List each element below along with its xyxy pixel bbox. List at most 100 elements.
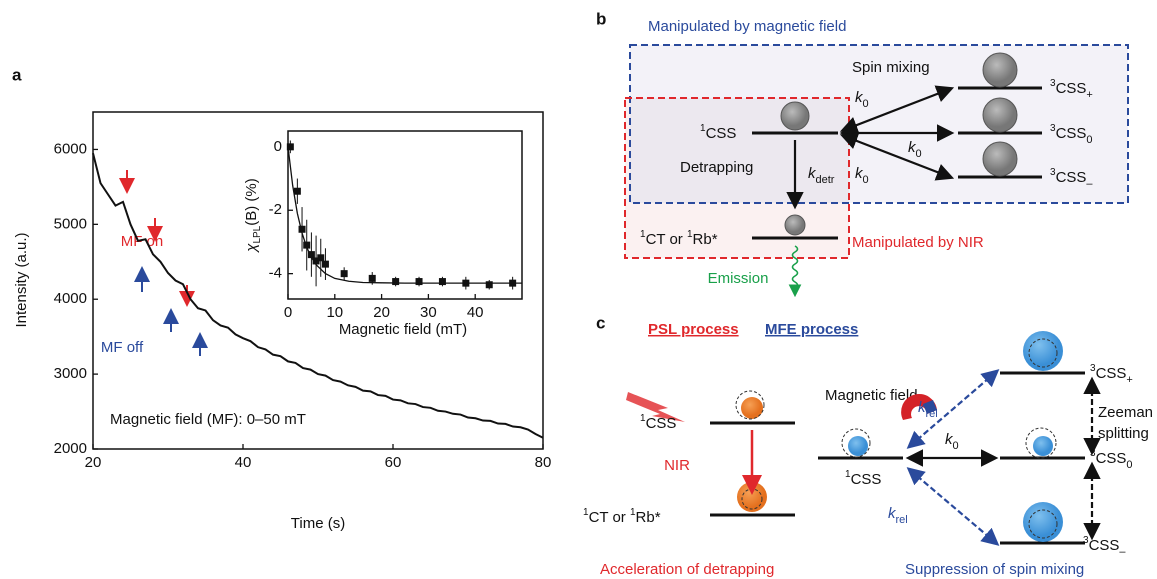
data-point xyxy=(298,225,306,233)
label: Detrapping xyxy=(680,159,753,176)
state-label: kdetr xyxy=(808,165,835,186)
label-part: detr xyxy=(816,174,835,186)
inset-y-axis-label: χLPL(B) (%) xyxy=(243,178,263,254)
label-part: rel xyxy=(896,514,908,526)
y-tick-label: 4000 xyxy=(54,290,87,307)
data-point xyxy=(321,260,329,268)
label-part: Rb* xyxy=(693,231,718,248)
data-line xyxy=(92,152,544,439)
label: NIR xyxy=(664,457,690,474)
nir-bolt xyxy=(626,392,685,422)
label-part: CSS xyxy=(1056,169,1087,186)
inset-background xyxy=(288,131,522,299)
label-part: k xyxy=(918,399,927,416)
label-part: CT or xyxy=(589,509,630,526)
label-part: – xyxy=(1119,546,1126,558)
label-part: 3 xyxy=(1050,123,1056,134)
axes-frame xyxy=(92,111,544,450)
label-part: 3 xyxy=(1090,363,1096,374)
state-label: k0 xyxy=(908,139,922,160)
x-tick-label: 0 xyxy=(284,304,292,321)
label-part: 1 xyxy=(640,413,646,424)
state-label: 1CSS xyxy=(700,123,736,142)
label-part: CSS xyxy=(1096,365,1127,382)
fit-line xyxy=(287,146,522,284)
data-point xyxy=(293,187,301,195)
label-part: k xyxy=(855,165,864,182)
label: Emission xyxy=(708,270,769,287)
box-title: Manipulated by magnetic field xyxy=(648,18,846,35)
label-part: 1 xyxy=(687,229,693,240)
state-label: 1CT or 1Rb* xyxy=(583,507,661,526)
y-tick-label: -2 xyxy=(269,201,282,218)
state-label: 1CT or 1Rb* xyxy=(640,229,718,248)
y-axis-label: Intensity (a.u.) xyxy=(13,232,30,327)
state-label: 3CSS+ xyxy=(1050,78,1093,101)
label-part: k xyxy=(908,139,917,156)
label-part: k xyxy=(945,431,954,448)
label: Magnetic field xyxy=(825,387,918,404)
x-tick-label: 20 xyxy=(85,454,102,471)
x-tick-label: 10 xyxy=(326,304,343,321)
data-point xyxy=(340,270,348,278)
overlap-region xyxy=(630,98,849,203)
panel-label: c xyxy=(596,313,605,332)
x-tick-label: 40 xyxy=(467,304,484,321)
label-part: 1 xyxy=(630,507,636,518)
box-title: Manipulated by NIR xyxy=(852,234,984,251)
label-part: rel xyxy=(926,408,938,420)
panel-label: a xyxy=(12,65,22,84)
label-part: + xyxy=(1086,89,1092,101)
x-tick-label: 80 xyxy=(535,454,552,471)
label-part: 3 xyxy=(1083,535,1089,546)
state-label: 3CSS– xyxy=(1050,167,1093,190)
state-label: 3CSS0 xyxy=(1090,448,1133,471)
states xyxy=(780,52,1018,236)
state-label: 3CSS0 xyxy=(1050,123,1093,146)
label-part: 3 xyxy=(1050,78,1056,89)
panel-b: Manipulated by magnetic field Manipulate… xyxy=(624,18,1129,298)
label-part: 0 xyxy=(863,174,869,186)
x-tick-label: 20 xyxy=(373,304,390,321)
state-label: krel xyxy=(888,505,908,526)
label-part: CSS xyxy=(646,415,677,432)
label-part: 0 xyxy=(953,440,959,452)
label-part: CT or xyxy=(646,231,687,248)
y-tick-label: 3000 xyxy=(54,365,87,382)
section-title: PSL process xyxy=(648,321,739,338)
x-tick-label: 30 xyxy=(420,304,437,321)
label-part: – xyxy=(1086,178,1093,190)
label-part: 3 xyxy=(1050,167,1056,178)
label-part: 1 xyxy=(845,469,851,480)
arrows xyxy=(905,369,1101,546)
label: splitting xyxy=(1098,425,1149,442)
data-point xyxy=(286,143,294,151)
label-part: CSS xyxy=(1096,450,1127,467)
state-label: 1CSS xyxy=(640,413,676,432)
panel-c: PSL process MFE process NIR Magnetic fie… xyxy=(600,321,1153,578)
label-part: CSS xyxy=(1089,537,1120,554)
label-part: 1 xyxy=(640,229,646,240)
section-title: MFE process xyxy=(765,321,858,338)
y-tick-label: -4 xyxy=(269,265,282,282)
data-point xyxy=(307,251,315,259)
label: Spin mixing xyxy=(852,59,930,76)
label-part: k xyxy=(888,505,897,522)
y-tick-label: 5000 xyxy=(54,215,87,232)
label-part: 1 xyxy=(583,507,589,518)
y-tick-label: 2000 xyxy=(54,440,87,457)
state-label: 1CSS xyxy=(845,469,881,488)
data-point xyxy=(317,254,325,262)
x-axis-label: Time (s) xyxy=(291,515,345,532)
state-label: 3CSS+ xyxy=(1090,363,1133,386)
label-part: 0 xyxy=(1086,134,1092,146)
label-part: CSS xyxy=(851,471,882,488)
data-point xyxy=(438,278,446,286)
state-label: k0 xyxy=(855,89,869,110)
y-tick-label: 0 xyxy=(274,138,282,155)
state-label: krel xyxy=(918,399,938,420)
axes-frame xyxy=(287,130,523,300)
label-part: k xyxy=(855,89,864,106)
label-part: + xyxy=(1126,374,1132,386)
